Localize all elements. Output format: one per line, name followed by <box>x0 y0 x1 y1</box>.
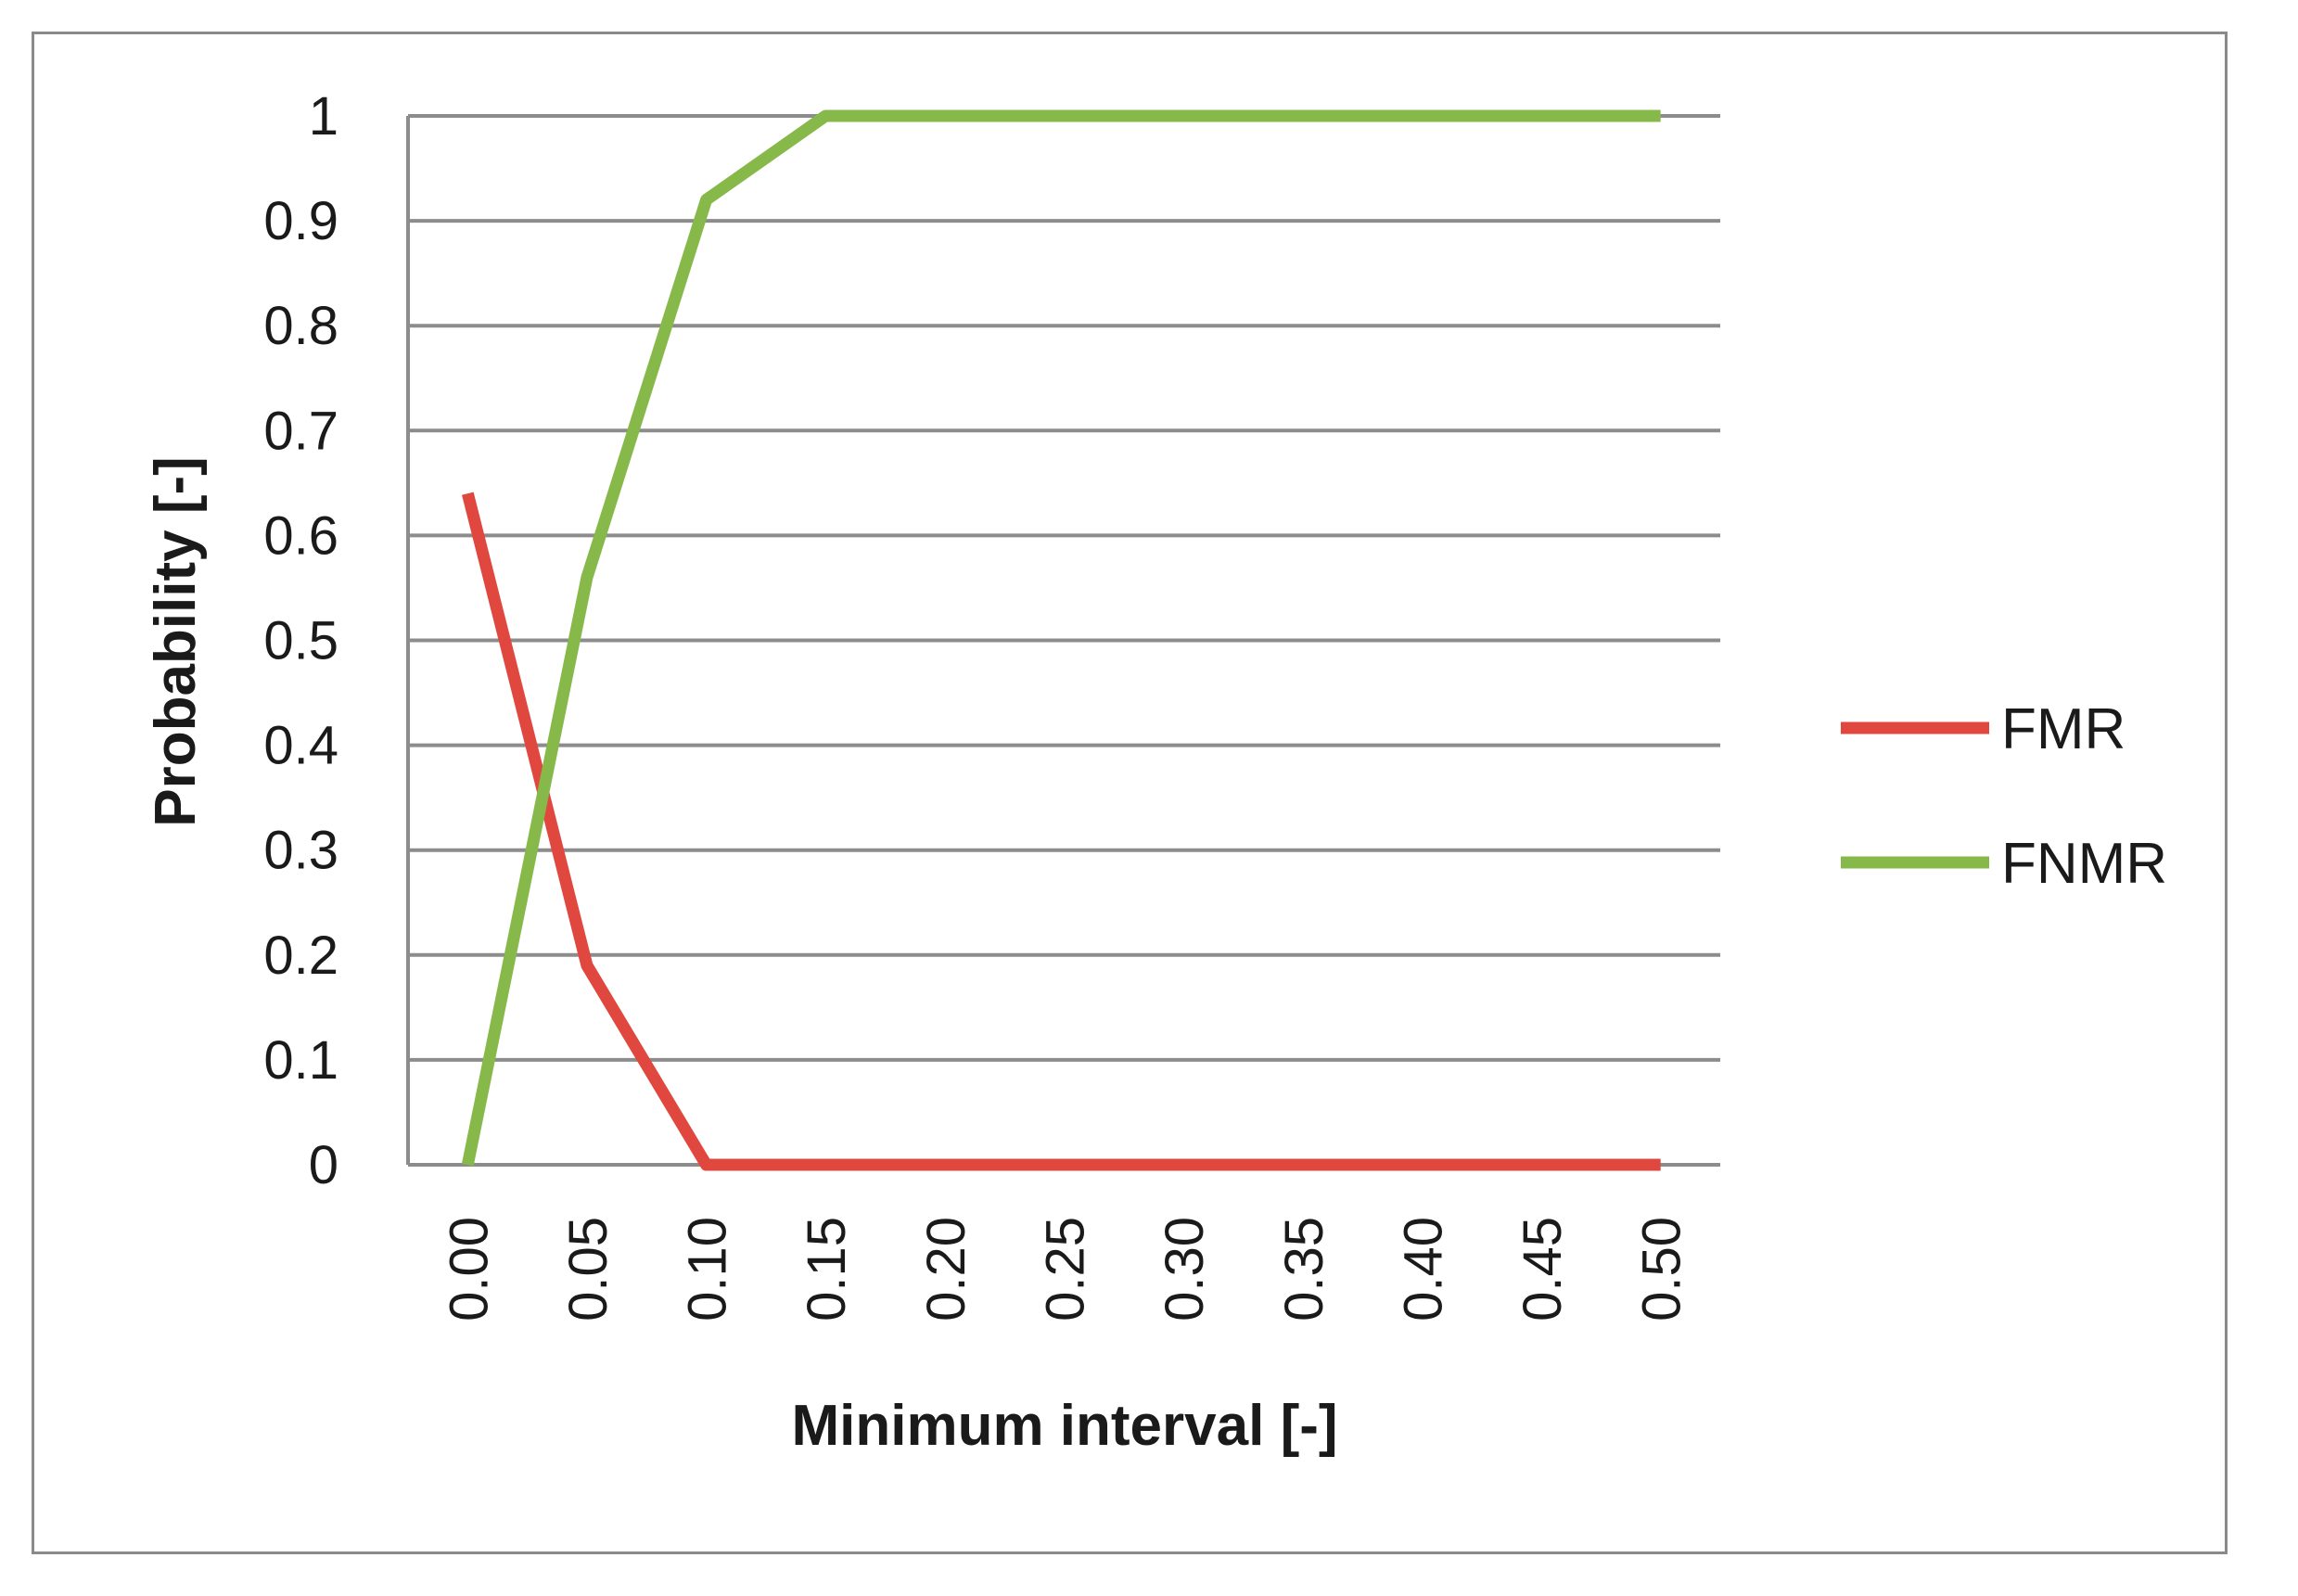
y-tick-label: 0.7 <box>263 401 338 461</box>
x-tick-label: 0.45 <box>1513 1217 1573 1321</box>
x-tick-label: 0.00 <box>439 1217 499 1321</box>
y-tick-label: 0.1 <box>263 1030 338 1091</box>
x-tick-label: 0.25 <box>1036 1217 1096 1321</box>
y-tick-label: 0.3 <box>263 821 338 881</box>
legend-label-fnmr: FNMR <box>2001 832 2167 896</box>
y-tick-label: 0.9 <box>263 191 338 251</box>
y-tick-label: 0.4 <box>263 716 338 776</box>
x-tick-label: 0.50 <box>1632 1217 1692 1321</box>
x-tick-label: 0.35 <box>1274 1217 1334 1321</box>
series-line-fmr <box>462 492 1661 1171</box>
y-tick-label: 0.6 <box>263 505 338 566</box>
x-tick-label: 0.10 <box>678 1217 738 1321</box>
y-axis-title: Probability [-] <box>144 456 208 827</box>
x-tick-label: 0.15 <box>797 1217 857 1321</box>
y-tick-label: 0.8 <box>263 296 338 356</box>
y-tick-label: 0 <box>309 1135 338 1195</box>
legend-label-fmr: FMR <box>2001 697 2126 761</box>
x-tick-label: 0.20 <box>916 1217 977 1321</box>
legend: FMR FNMR <box>1841 697 2167 896</box>
x-tick-labels: 0.00 0.05 0.10 0.15 0.20 0.25 0.30 0.35 0.40 0.45… <box>439 1217 1692 1321</box>
x-tick-label: 0.40 <box>1393 1217 1453 1321</box>
y-tick-label: 0.5 <box>263 611 338 671</box>
y-tick-label: 1 <box>309 86 338 147</box>
series-lines <box>461 109 1661 1171</box>
series-line-fnmr <box>461 109 1661 1167</box>
x-tick-label: 0.05 <box>558 1217 619 1321</box>
y-tick-labels: 0 0.1 0.2 0.3 0.4 0.5 0.6 0.7 0.8 0.9 1 <box>263 86 338 1195</box>
chart-frame <box>32 32 2228 1554</box>
x-axis-title: Minimum interval [-] <box>791 1394 1337 1458</box>
y-tick-label: 0.2 <box>263 926 338 986</box>
gridlines <box>408 114 1720 1167</box>
x-tick-label: 0.30 <box>1155 1217 1215 1321</box>
